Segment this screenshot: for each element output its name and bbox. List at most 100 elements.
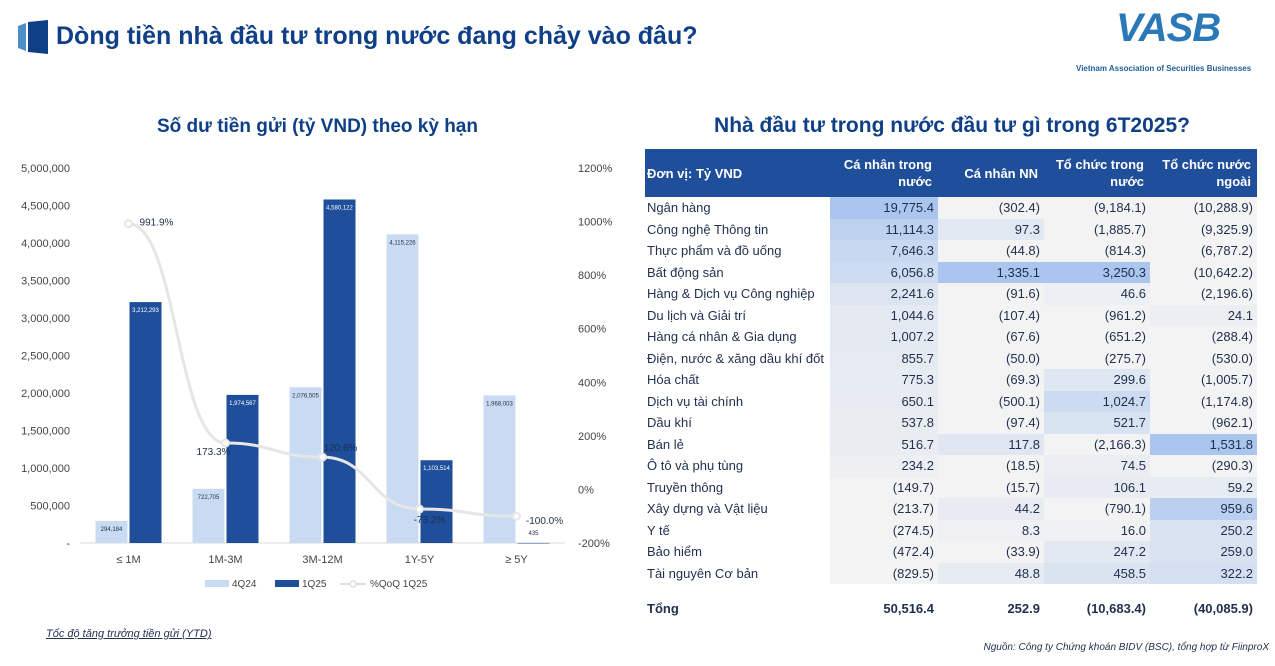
y2-tick-label: 400% [578,377,606,389]
legend-label-qoq: %QoQ 1Q25 [370,579,428,590]
brand-name: VASB [1116,6,1221,50]
source-note: Nguồn: Công ty Chứng khoán BIDV (BSC), t… [983,642,1269,653]
y-tick-label: 2,500,000 [21,351,70,363]
sector-label: Bảo hiểm [647,544,702,560]
brand-tagline: Vietnam Association of Securities Busine… [1076,64,1252,73]
table-cell: (829.5) [830,562,938,584]
bar-4q24 [289,387,322,543]
brand-logo: VASB Vietnam Association of Securities B… [1072,6,1272,76]
legend-swatch-1q25 [275,580,299,587]
table-cell: (1,885.7) [1044,218,1150,240]
x-tick-label: 3M-12M [302,554,342,566]
column-header: Cá nhân trong nước [843,157,932,189]
y2-tick-label: 200% [578,431,606,443]
table-cell: (2,196.6) [1150,283,1257,305]
x-tick-label: ≤ 1M [116,554,140,566]
bar-1q25 [420,460,453,543]
table-title: Nhà đầu tư trong nước đầu tư gì trong 6T… [714,114,1190,137]
table-cell: 521.7 [1044,412,1150,434]
table-cell: 1,531.8 [1150,433,1257,455]
qoq-label: 991.9% [140,218,174,229]
bar-4q24 [483,395,516,543]
y2-tick-label: -200% [578,538,610,550]
table-cell: (97.4) [938,412,1044,434]
qoq-point [512,511,521,521]
table-cell: (288.4) [1150,326,1257,348]
table-row: Bất động sản 6,056.8 1,335.1 3,250.3 (10,642… [645,261,1257,283]
qoq-point [415,504,424,514]
table-cell: 16.0 [1044,519,1150,541]
sector-label: Ngân hàng [647,200,711,216]
table-cell: (50.0) [938,347,1044,369]
total-cell: (40,085.9) [1193,601,1253,616]
y2-tick-label: 1200% [578,163,612,175]
sector-label: Hàng & Dịch vụ Công nghiệp [647,286,815,302]
table-total-row: Tổng 50,516.4 252.9 (10,683.4) (40,085.9) [645,594,1257,622]
total-cell: 50,516.4 [883,601,934,616]
bar-4q24 [192,488,225,543]
sector-label: Điện, nước & xăng dầu khí đốt [647,350,824,366]
table-cell: (18.5) [938,455,1044,477]
table-cell: (33.9) [938,541,1044,563]
table-cell: 247.2 [1044,541,1150,563]
bar-label-1q25: 1,974,567 [229,401,256,407]
chart-footnote[interactable]: Tốc độ tăng trưởng tiền gửi (YTD) [46,628,212,640]
table-cell: (962.1) [1150,412,1257,434]
sector-label: Xây dựng và Vật liệu [647,501,768,517]
table-cell: 74.5 [1044,455,1150,477]
column-header: Tổ chức nước ngoài [1162,157,1251,189]
table-cell: (1,005.7) [1150,369,1257,391]
sector-label: Dịch vụ tài chính [647,393,744,409]
table-row: Hàng cá nhân & Gia dụng 1,007.2 (67.6) (651… [645,326,1257,348]
legend-label-1q25: 1Q25 [302,579,327,590]
legend-label-4q24: 4Q24 [232,579,257,590]
y-tick-label: 500,000 [30,501,70,513]
table-cell: 44.2 [938,498,1044,520]
page-title: Dòng tiền nhà đầu tư trong nước đang chả… [56,22,698,50]
table-cell: (275.7) [1044,347,1150,369]
table-cell: 19,775.4 [830,197,938,219]
x-tick-label: 1M-3M [208,554,242,566]
table-row: Ngân hàng 19,775.4 (302.4) (9,184.1) (10,288… [645,197,1257,219]
table-cell: 6,056.8 [830,261,938,283]
total-cell: 252.9 [1007,601,1040,616]
deposit-balance-chart: - 500,000 1,000,000 1,500,000 2,000,000 2,500… [21,163,612,590]
table-cell: (6,787.2) [1150,240,1257,262]
table-body: Ngân hàng 19,775.4 (302.4) (9,184.1) (10,288… [645,197,1257,584]
table-cell: 855.7 [830,347,938,369]
bar-label-4q24: 294,184 [101,527,123,533]
chart-title: Số dư tiền gửi (tỷ VND) theo kỳ hạn [157,116,478,137]
table-cell: 537.8 [830,412,938,434]
table-row: Ô tô và phụ tùng 234.2 (18.5) 74.5 (290.3) [645,455,1257,477]
table-row: Du lịch và Giải trí 1,044.6 (107.4) (961.2)… [645,304,1257,326]
table-cell: (15.7) [938,476,1044,498]
qoq-point [221,438,230,448]
y2-tick-label: 1000% [578,217,612,229]
table-cell: (290.3) [1150,455,1257,477]
sector-label: Y tế [647,522,670,538]
legend-swatch-4q24 [205,580,229,587]
table-cell: 516.7 [830,433,938,455]
table-cell: (302.4) [938,197,1044,219]
table-cell: 97.3 [938,218,1044,240]
table-cell: (44.8) [938,240,1044,262]
qoq-label: 120.6% [324,443,358,454]
table-row: Y tế (274.5) 8.3 16.0 250.2 [645,519,1257,541]
sector-label: Bán lẻ [647,436,684,452]
table-cell: (472.4) [830,541,938,563]
table-cell: 1,024.7 [1044,390,1150,412]
table-row: Xây dựng và Vật liệu (213.7) 44.2 (790.1) 95… [645,498,1257,520]
table-cell: 259.0 [1150,541,1257,563]
table-cell: (530.0) [1150,347,1257,369]
table-row: Hóa chất 775.3 (69.3) 299.6 (1,005.7) [645,369,1257,391]
table-cell: 48.8 [938,562,1044,584]
bar-label-1q25: 3,212,293 [132,308,159,314]
sector-label: Tài nguyên Cơ bản [647,565,759,581]
y-tick-label: 1,500,000 [21,426,70,438]
table-cell: (107.4) [938,304,1044,326]
y-tick-label: 5,000,000 [21,163,70,175]
table-row: Hàng & Dịch vụ Công nghiệp 2,241.6 (91.6) 4… [645,283,1257,305]
table-row: Bảo hiểm (472.4) (33.9) 247.2 259.0 [645,541,1257,563]
table-cell: (10,642.2) [1150,261,1257,283]
qoq-label: 173.3% [197,447,231,458]
